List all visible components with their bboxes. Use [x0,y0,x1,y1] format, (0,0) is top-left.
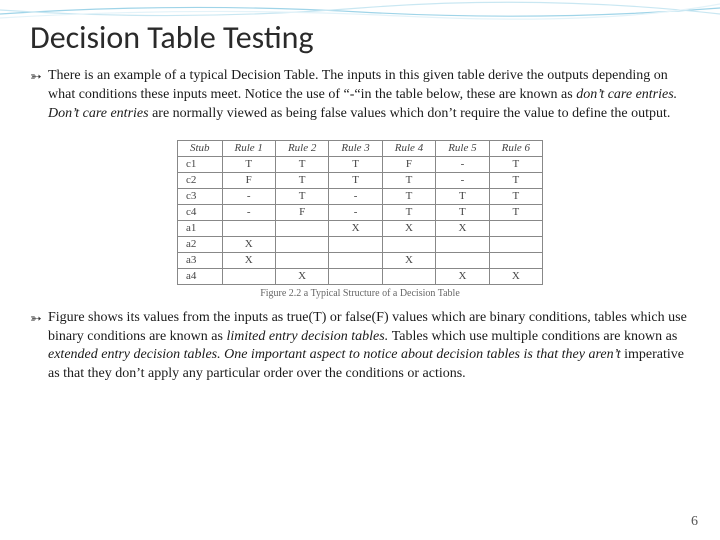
table-cell [436,236,489,252]
decision-table: Stub Rule 1 Rule 2 Rule 3 Rule 4 Rule 5 … [177,140,543,285]
bullet-icon: ➳ [30,69,42,88]
table-cell: T [489,172,542,188]
table-header: Rule 3 [329,140,382,156]
table-row: c1TTTF-T [177,156,542,172]
table-cell: - [222,204,275,220]
table-cell: X [436,268,489,284]
table-cell: X [382,220,435,236]
paragraph-2: ➳ Figure shows its values from the input… [30,309,690,385]
table-cell: X [222,252,275,268]
table-cell: F [382,156,435,172]
table-cell [436,252,489,268]
table-cell [275,236,328,252]
page-title: Decision Table Testing [30,18,690,57]
table-cell [382,268,435,284]
table-row: c4-F-TTT [177,204,542,220]
table-row: c2FTTT-T [177,172,542,188]
table-caption: Figure 2.2 a Typical Structure of a Deci… [260,288,460,299]
para2-italic2: extended entry decision tables. One impo… [48,347,624,362]
table-cell: X [222,236,275,252]
table-stub-cell: a3 [177,252,222,268]
table-row: a1XXX [177,220,542,236]
table-cell: F [222,172,275,188]
table-cell: X [382,252,435,268]
table-stub-cell: c4 [177,204,222,220]
table-stub-cell: c3 [177,188,222,204]
table-row: c3-T-TTT [177,188,542,204]
table-cell [489,220,542,236]
table-cell: T [382,188,435,204]
table-cell [489,236,542,252]
table-cell [329,268,382,284]
table-cell: - [436,172,489,188]
table-cell: X [275,268,328,284]
table-cell: - [329,188,382,204]
table-cell: T [489,188,542,204]
table-stub-cell: c2 [177,172,222,188]
table-cell: T [436,204,489,220]
table-cell: X [436,220,489,236]
table-cell: T [222,156,275,172]
page-number: 6 [691,514,698,530]
table-cell: X [489,268,542,284]
table-cell [275,220,328,236]
table-body: c1TTTF-Tc2FTTT-Tc3-T-TTTc4-F-TTTa1XXXa2X… [177,156,542,284]
table-cell: - [329,204,382,220]
table-row: a2X [177,236,542,252]
table-stub-cell: c1 [177,156,222,172]
table-header: Rule 6 [489,140,542,156]
bullet-icon: ➳ [30,311,42,330]
table-header: Stub [177,140,222,156]
table-stub-cell: a1 [177,220,222,236]
table-row: a4XXX [177,268,542,284]
table-cell [382,236,435,252]
table-header: Rule 4 [382,140,435,156]
slide-content: Decision Table Testing ➳ There is an exa… [0,0,720,400]
para1-pre: There is an example of a typical Decisio… [48,68,668,102]
para1-post: are normally viewed as being false value… [152,106,670,121]
table-header: Rule 1 [222,140,275,156]
paragraph-1: ➳ There is an example of a typical Decis… [30,67,690,124]
table-cell: T [275,188,328,204]
para2-mid: Tables which use multiple conditions are… [392,329,678,344]
table-row: a3XX [177,252,542,268]
table-stub-cell: a4 [177,268,222,284]
table-header-row: Stub Rule 1 Rule 2 Rule 3 Rule 4 Rule 5 … [177,140,542,156]
table-cell [329,236,382,252]
table-cell: - [436,156,489,172]
table-cell: T [275,172,328,188]
table-stub-cell: a2 [177,236,222,252]
table-cell: - [222,188,275,204]
table-header: Rule 5 [436,140,489,156]
table-header: Rule 2 [275,140,328,156]
table-cell: T [329,172,382,188]
table-cell: F [275,204,328,220]
table-cell [222,268,275,284]
table-cell: T [275,156,328,172]
table-cell [222,220,275,236]
table-cell [329,252,382,268]
table-cell [275,252,328,268]
table-cell: T [329,156,382,172]
table-cell: T [382,204,435,220]
table-cell [489,252,542,268]
table-cell: T [489,156,542,172]
table-cell: T [436,188,489,204]
decision-table-wrap: Stub Rule 1 Rule 2 Rule 3 Rule 4 Rule 5 … [30,140,690,299]
table-cell: X [329,220,382,236]
table-cell: T [382,172,435,188]
table-cell: T [489,204,542,220]
para2-italic1: limited entry decision tables. [226,329,391,344]
